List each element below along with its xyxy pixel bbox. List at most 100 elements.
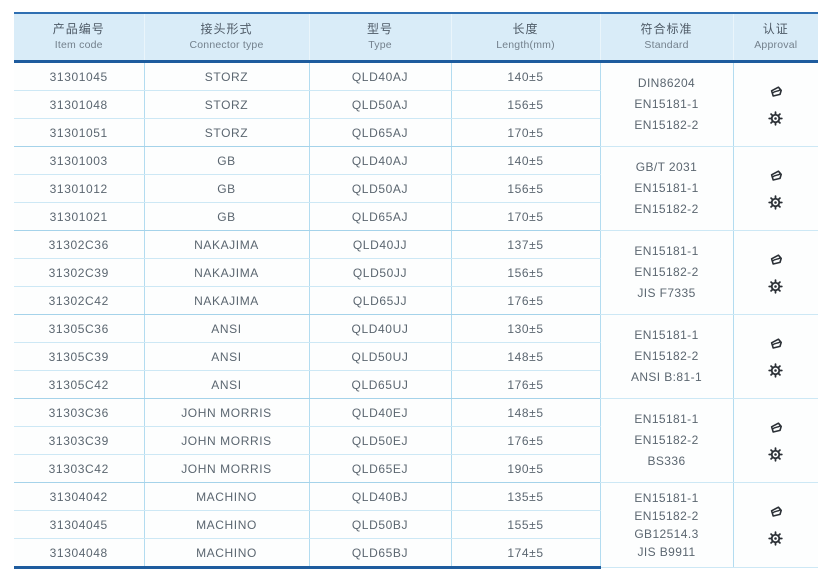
header-length: 长度 Length(mm)	[450, 12, 600, 63]
standard-cell: DIN86204 EN15181-1 EN15182-2	[599, 61, 733, 147]
spec-table: 产品编号 Item code 接头形式 Connector type 型号 Ty…	[14, 12, 818, 569]
type-cell: QLD40JJ	[308, 230, 451, 259]
length-cell: 170±5	[450, 118, 600, 147]
approval-icons	[734, 84, 819, 126]
type-cell: QLD65BJ	[308, 538, 451, 569]
header-connector-type: 接头形式 Connector type	[143, 12, 309, 63]
type-cell: QLD50EJ	[308, 426, 451, 455]
type-cell: QLD50UJ	[308, 342, 451, 371]
connector-type-cell: MACHINO	[143, 538, 309, 569]
standard-cell: EN15181-1 EN15182-2 BS336	[599, 398, 733, 483]
header-length-zh: 长度	[512, 22, 539, 36]
table-row: 31301048 STORZ QLD50AJ 156±5	[14, 90, 818, 119]
wheelmark-icon	[768, 362, 783, 378]
length-cell: 156±5	[450, 90, 600, 119]
approval-cell	[732, 398, 819, 483]
type-cell: QLD65JJ	[308, 286, 451, 315]
wheelmark-icon	[768, 531, 783, 546]
approval-cell	[732, 230, 818, 315]
table-row: 31304045 MACHINO QLD50BJ 155±5	[14, 510, 818, 539]
item-code-cell: 31304042	[14, 482, 144, 511]
wheelmark-icon	[768, 446, 783, 462]
length-cell: 170±5	[450, 202, 600, 231]
product-spec-table: 产品编号 Item code 接头形式 Connector type 型号 Ty…	[14, 12, 818, 569]
header-approval: 认证 Approval	[732, 12, 818, 63]
standard-line: GB12514.3	[634, 527, 699, 541]
cert-logo-icon	[770, 169, 782, 181]
standard-line: EN15182-2	[634, 509, 699, 523]
length-cell: 176±5	[450, 426, 600, 455]
header-connector-type-en: Connector type	[189, 39, 264, 51]
wheelmark-icon	[768, 110, 783, 126]
length-cell: 135±5	[450, 482, 600, 511]
type-cell: QLD40EJ	[308, 398, 451, 427]
length-cell: 156±5	[450, 174, 600, 203]
connector-type-cell: STORZ	[143, 118, 309, 147]
standard-cell: EN15181-1 EN15182-2 ANSI B:81-1	[599, 314, 733, 399]
header-connector-type-zh: 接头形式	[200, 22, 253, 36]
type-cell: QLD40UJ	[308, 314, 451, 343]
table-row: 31303C39 JOHN MORRIS QLD50EJ 176±5	[14, 426, 818, 455]
cert-logo-icon	[770, 506, 782, 517]
wheelmark-icon	[768, 194, 783, 210]
item-code-cell: 31304045	[14, 510, 144, 539]
header-type-en: Type	[368, 39, 392, 51]
approval-icons	[734, 336, 819, 378]
header-standard-zh: 符合标准	[640, 22, 693, 36]
type-cell: QLD50AJ	[308, 90, 451, 119]
cert-logo-icon	[770, 85, 782, 97]
table-row: 31304048 MACHINO QLD65BJ 174±5	[14, 538, 818, 569]
connector-type-cell: GB	[143, 146, 309, 175]
length-cell: 156±5	[450, 258, 600, 287]
approval-cell	[732, 482, 819, 568]
standard-line: DIN86204	[637, 76, 696, 90]
header-type-zh: 型号	[366, 22, 393, 36]
table-row: 31302C42 NAKAJIMA QLD65JJ 176±5	[14, 286, 818, 315]
item-code-cell: 31301021	[14, 202, 144, 231]
standard-line: EN15182-2	[634, 349, 699, 363]
type-cell: QLD40AJ	[308, 61, 451, 91]
standard-line: EN15181-1	[634, 97, 699, 111]
standard-line: BS336	[647, 454, 686, 468]
connector-type-cell: ANSI	[143, 370, 309, 399]
standard-line: EN15182-2	[634, 433, 699, 447]
item-code-cell: 31301048	[14, 90, 144, 119]
header-standard: 符合标准 Standard	[599, 12, 733, 63]
item-code-cell: 31303C42	[14, 454, 144, 483]
connector-type-cell: ANSI	[143, 314, 309, 343]
connector-type-cell: JOHN MORRIS	[143, 426, 309, 455]
connector-type-cell: STORZ	[143, 61, 309, 91]
table-row: 31304042 MACHINO QLD40BJ 135±5 EN15181-1 EN15…	[14, 482, 818, 568]
header-item-code-en: Item code	[54, 39, 103, 51]
item-code-cell: 31303C39	[14, 426, 144, 455]
connector-type-cell: MACHINO	[143, 510, 309, 539]
approval-icons	[734, 168, 819, 210]
approval-cell	[732, 146, 819, 231]
connector-type-cell: STORZ	[143, 90, 309, 119]
length-cell: 140±5	[450, 146, 600, 175]
header-length-en: Length(mm)	[496, 39, 555, 51]
table-row: 31303C42 JOHN MORRIS QLD65EJ 190±5	[14, 454, 818, 483]
approval-icons	[734, 420, 819, 462]
table-row: 31301003 GB QLD40AJ 140±5 GB/T 2031 EN15181-1…	[14, 146, 818, 231]
item-code-cell: 31305C36	[14, 314, 144, 343]
cert-logo-icon	[770, 337, 782, 349]
table-row: 31305C39 ANSI QLD50UJ 148±5	[14, 342, 818, 371]
table-row: 31301051 STORZ QLD65AJ 170±5	[14, 118, 818, 147]
item-code-cell: 31304048	[14, 538, 144, 569]
type-cell: QLD40BJ	[308, 482, 451, 511]
cert-logo-icon	[770, 253, 782, 265]
length-cell: 137±5	[450, 230, 600, 259]
type-cell: QLD65EJ	[308, 454, 451, 483]
connector-type-cell: NAKAJIMA	[143, 286, 309, 315]
standard-line: EN15181-1	[634, 181, 699, 195]
approval-icons	[734, 504, 819, 546]
table-row: 31301012 GB QLD50AJ 156±5	[14, 174, 818, 203]
type-cell: QLD50BJ	[308, 510, 451, 539]
header-standard-en: Standard	[644, 39, 689, 51]
standard-cell: GB/T 2031 EN15181-1 EN15182-2	[599, 146, 733, 231]
table-row: 31305C36 ANSI QLD40UJ 130±5 EN15181-1 EN15182…	[14, 314, 818, 399]
item-code-cell: 31301003	[14, 146, 144, 175]
header-row: 产品编号 Item code 接头形式 Connector type 型号 Ty…	[14, 12, 818, 63]
table-row: 31301045 STORZ QLD40AJ 140±5 DIN86204 EN15181…	[14, 61, 818, 147]
